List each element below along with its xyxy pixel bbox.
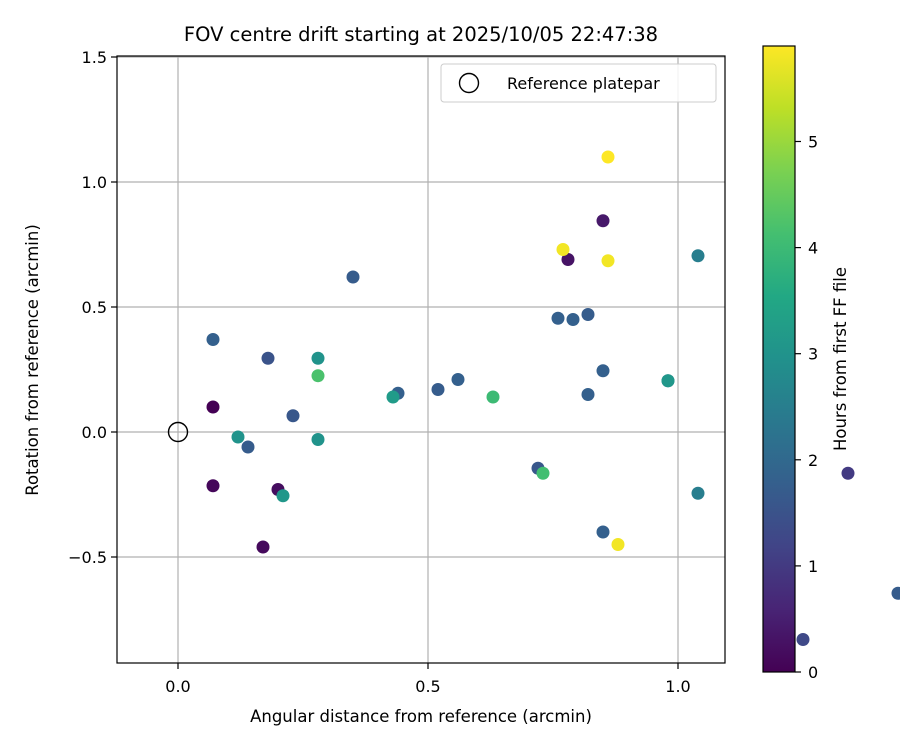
data-point-43	[611, 538, 625, 551]
x-axis-label: Angular distance from reference (arcmin)	[250, 707, 592, 726]
legend: Reference platepar	[440, 63, 717, 103]
data-point-19	[451, 373, 465, 386]
legend-box	[440, 63, 717, 103]
data-point-40	[556, 243, 570, 256]
legend-entry-reference-platepar: Reference platepar	[507, 74, 660, 93]
data-point-5	[596, 214, 610, 228]
data-point-23	[581, 308, 595, 321]
data-point-13	[286, 409, 300, 423]
data-point-24	[581, 388, 595, 401]
data-point-32	[311, 433, 325, 446]
data-point-35	[386, 390, 400, 404]
data-point-39	[536, 466, 550, 480]
reference-platepar-point	[167, 421, 189, 443]
y-tick-label-1: 0.0	[82, 423, 107, 442]
colorbar-tick-label-1: 1	[808, 557, 818, 576]
data-point-0	[206, 400, 220, 414]
chart-title: FOV centre drift starting at 2025/10/05 …	[184, 23, 658, 46]
y-tick-label-3: 1.0	[82, 173, 107, 192]
y-tick-label-4: 1.5	[82, 48, 107, 67]
data-point-25	[596, 364, 610, 378]
colorbar-tick-label-4: 4	[808, 239, 818, 258]
x-tick-label-2: 1.0	[665, 677, 690, 696]
colorbar-ticks: 0 1 2 3 4 5	[795, 132, 818, 682]
data-point-15	[206, 333, 220, 346]
y-axis-label: Rotation from reference (arcmin)	[23, 224, 42, 496]
data-point-2	[256, 540, 270, 554]
data-point-1	[206, 479, 220, 493]
colorbar-tick-label-5: 5	[808, 132, 818, 151]
x-tick-label-0: 0.0	[165, 677, 190, 696]
data-point-37	[311, 369, 325, 383]
data-point-36	[661, 374, 675, 388]
data-point-6	[841, 466, 855, 480]
y-tick-label-2: 0.5	[82, 298, 107, 317]
data-point-8	[796, 633, 810, 646]
data-point-34	[276, 489, 290, 503]
data-point-26	[596, 525, 610, 539]
colorbar-tick-label-0: 0	[808, 663, 818, 682]
colorbar-label: Hours from first FF file	[831, 267, 850, 451]
data-point-42	[601, 150, 615, 164]
data-point-38	[486, 390, 500, 404]
data-point-33	[311, 351, 325, 365]
x-axis-ticks: 0.00.51.01.52.0	[165, 663, 691, 696]
data-point-18	[431, 383, 445, 396]
data-point-22	[566, 313, 580, 326]
legend-reference-marker	[458, 72, 480, 94]
reference-marker	[167, 421, 189, 443]
plot-frame	[116, 55, 726, 664]
colorbar: 0 1 2 3 4 5 Hours from first FF file	[762, 45, 850, 682]
y-tick-label-0: −0.5	[68, 548, 107, 567]
grid-lines	[117, 56, 725, 663]
data-point-30	[691, 486, 705, 500]
colorbar-gradient	[762, 45, 796, 673]
data-point-12	[261, 351, 275, 365]
data-point-14	[241, 440, 255, 454]
data-point-29	[691, 249, 705, 263]
data-points	[206, 150, 900, 646]
data-point-41	[601, 254, 615, 268]
data-point-31	[231, 430, 245, 444]
colorbar-tick-label-3: 3	[808, 345, 818, 364]
y-axis-ticks: −0.5 0.0 0.5 1.0 1.5	[68, 48, 117, 567]
x-tick-label-1: 0.5	[415, 677, 440, 696]
data-point-16	[346, 270, 360, 284]
colorbar-tick-label-2: 2	[808, 451, 818, 470]
data-point-4	[561, 253, 575, 266]
data-point-21	[551, 311, 565, 325]
data-point-27	[891, 586, 900, 600]
